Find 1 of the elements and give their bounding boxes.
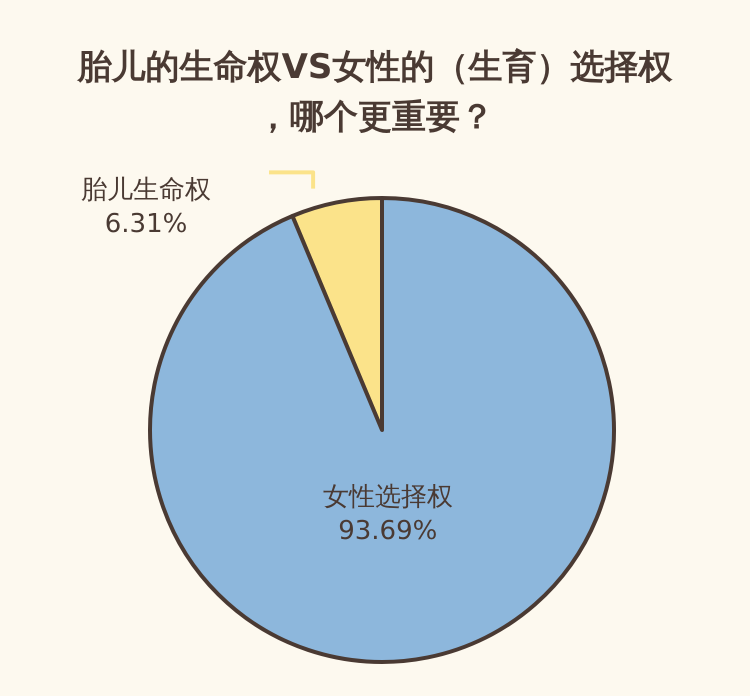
title: 胎儿的生命权VS女性的（生育）选择权，哪个更重要？ bbox=[78, 47, 672, 137]
